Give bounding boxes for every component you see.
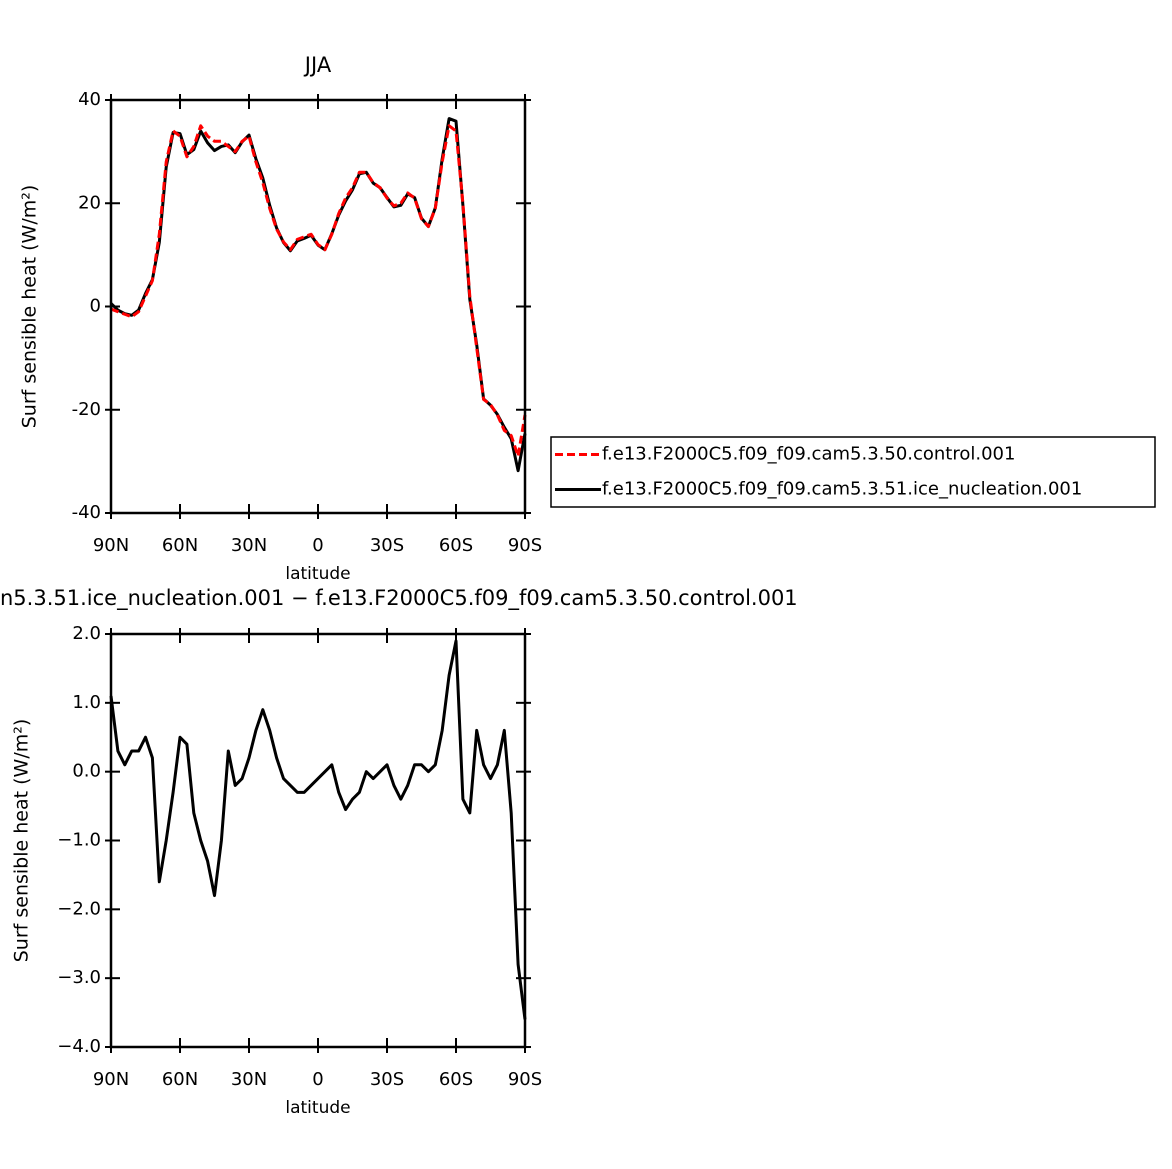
x-axis-title: latitude xyxy=(285,564,350,584)
y-tick-label: 0 xyxy=(90,296,101,317)
legend-label: f.e13.F2000C5.f09_f09.cam5.3.50.control.… xyxy=(602,444,1015,465)
data-line xyxy=(110,124,527,458)
x-tick-label: 60S xyxy=(439,1069,473,1090)
x-tick-label: 90N xyxy=(93,535,129,556)
y-tick-label: 40 xyxy=(78,89,101,110)
x-axis-title: latitude xyxy=(285,1098,350,1118)
y-tick-label: -20 xyxy=(72,399,101,420)
plot-frame xyxy=(109,632,527,1049)
y-tick-label: −1.0 xyxy=(57,830,101,851)
x-tick-label: 0 xyxy=(312,535,323,556)
legend-label: f.e13.F2000C5.f09_f09.cam5.3.51.ice_nucl… xyxy=(602,479,1082,500)
chart-title: JJA xyxy=(303,53,332,77)
y-tick-label: −4.0 xyxy=(57,1036,101,1057)
y-axis-title: Surf sensible heat (W/m²) xyxy=(11,719,33,963)
legend-box xyxy=(550,436,1156,508)
x-tick-label: 30S xyxy=(370,1069,404,1090)
x-tick-label: 30N xyxy=(231,1069,267,1090)
y-tick-label: 1.0 xyxy=(72,692,101,713)
y-tick-label: -40 xyxy=(72,502,101,523)
x-tick-label: 30S xyxy=(370,535,404,556)
x-tick-label: 60N xyxy=(162,1069,198,1090)
data-line xyxy=(109,117,527,473)
y-axis-title: Surf sensible heat (W/m²) xyxy=(19,185,41,429)
chart-title: n5.3.51.ice_nucleation.001 − f.e13.F2000… xyxy=(0,586,798,611)
y-tick-label: −2.0 xyxy=(57,898,101,919)
data-line xyxy=(109,639,527,1020)
x-tick-label: 90N xyxy=(93,1069,129,1090)
x-tick-label: 0 xyxy=(312,1069,323,1090)
plot-frame xyxy=(109,98,527,515)
y-tick-label: −3.0 xyxy=(57,967,101,988)
x-tick-label: 60N xyxy=(162,535,198,556)
y-tick-label: 0.0 xyxy=(72,761,101,782)
x-tick-label: 90S xyxy=(508,535,542,556)
y-tick-label: 2.0 xyxy=(72,623,101,644)
y-tick-label: 20 xyxy=(78,192,101,213)
x-tick-label: 90S xyxy=(508,1069,542,1090)
x-tick-label: 30N xyxy=(231,535,267,556)
x-tick-label: 60S xyxy=(439,535,473,556)
